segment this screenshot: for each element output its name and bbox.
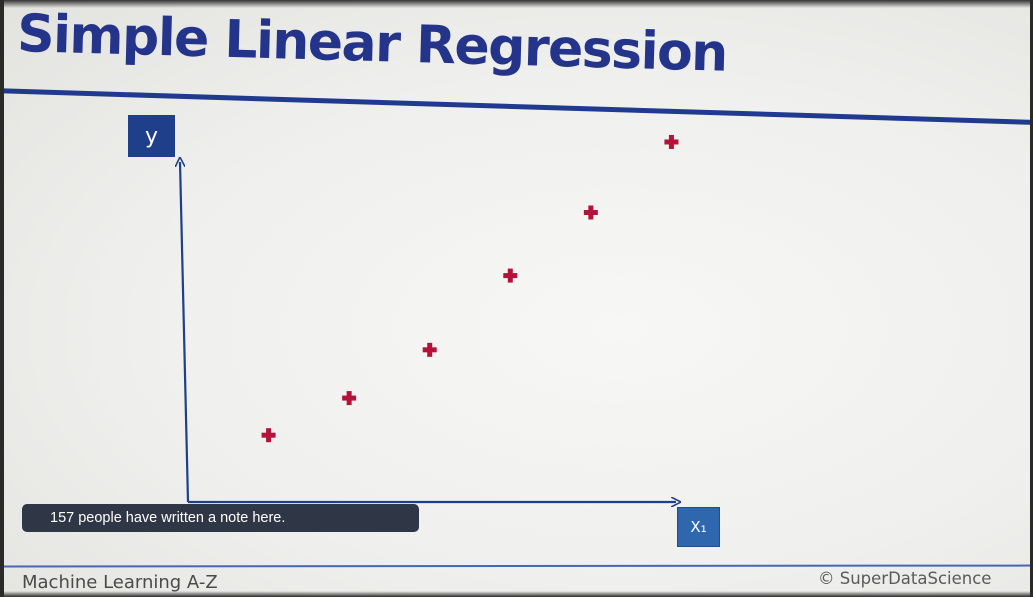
footer-course-name: Machine Learning A-Z — [22, 572, 218, 593]
scatter-point-2 — [342, 391, 357, 406]
scatter-point-5 — [583, 205, 598, 220]
monitor-bezel-top — [0, 0, 1033, 8]
x-axis-label: X₁ — [677, 507, 720, 547]
scatter-point-1 — [261, 428, 276, 443]
scatter-point-4 — [503, 268, 518, 283]
monitor-bezel-left — [0, 0, 4, 597]
scatter-point-3 — [422, 342, 437, 357]
y-axis-label-text: y — [144, 123, 159, 149]
y-axis-line — [180, 162, 190, 503]
x-axis-label-text: X₁ — [690, 518, 707, 536]
monitor-bezel-right — [1030, 0, 1033, 597]
monitor-bezel-bottom — [0, 591, 1033, 597]
footer-copyright: © SuperDataScience — [818, 569, 992, 588]
scatter-point-6 — [664, 134, 679, 149]
notes-banner-text: 157 people have written a note here. — [50, 510, 286, 526]
scatter-points — [261, 134, 679, 443]
y-axis-label: y — [128, 115, 175, 157]
notes-banner[interactable]: 157 people have written a note here. — [22, 504, 419, 532]
